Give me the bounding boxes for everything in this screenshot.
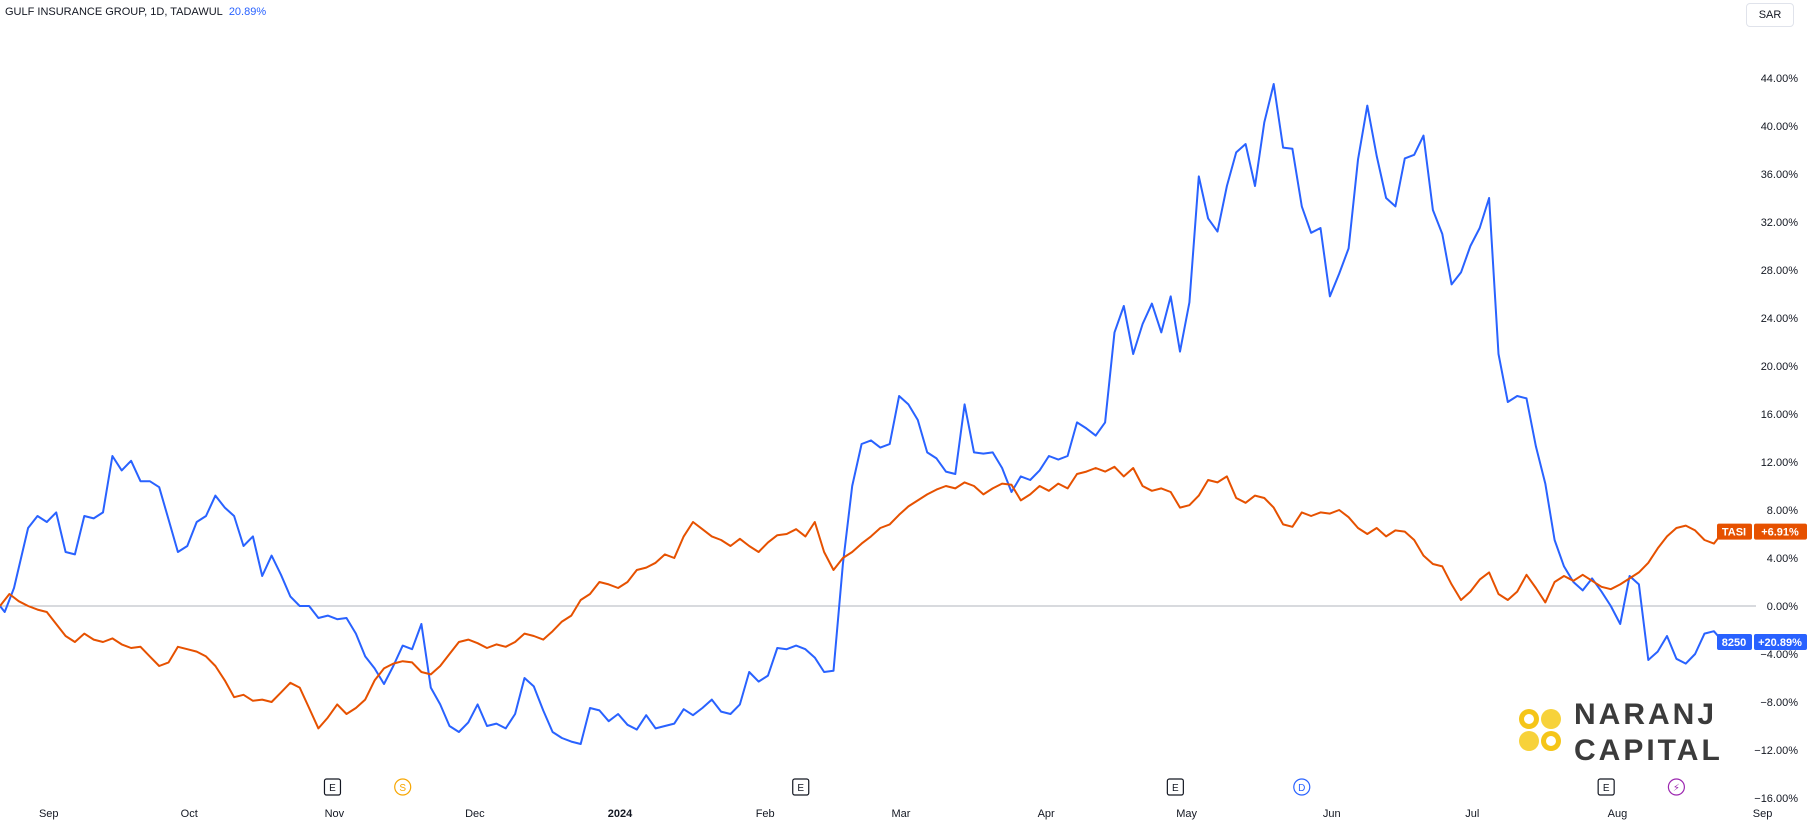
event-label: E <box>329 783 336 794</box>
series-name-label: 8250 <box>1722 637 1746 649</box>
series-name-tag <box>1717 634 1752 650</box>
x-tick-label: Jul <box>1465 808 1479 820</box>
earnings-icon <box>792 778 810 796</box>
event-label: E <box>797 783 804 794</box>
currency-button[interactable]: SAR <box>1746 3 1794 27</box>
event-label: S <box>399 783 406 794</box>
earnings-icon <box>1597 778 1615 796</box>
event-marker-earnings[interactable]: E <box>1597 778 1615 796</box>
x-tick-label: May <box>1176 808 1197 820</box>
x-tick-label: Mar <box>891 808 910 820</box>
y-tick-label: 20.00% <box>1761 361 1799 373</box>
x-axis: Sep Oct Nov Dec 2024 Feb Mar Apr May Jun Jul Aug Sep <box>39 808 1772 820</box>
dividend-icon <box>1293 778 1311 796</box>
naranj-capital-logo: NARANJ CAPITAL <box>1508 688 1748 768</box>
event-label: ⚡ <box>1673 783 1680 794</box>
y-tick-label: 24.00% <box>1761 313 1799 325</box>
x-tick-label: Dec <box>465 808 485 820</box>
x-tick-label: Apr <box>1038 808 1055 820</box>
news-icon <box>1667 778 1685 796</box>
x-tick-label: Jun <box>1323 808 1341 820</box>
event-marker-earnings[interactable]: E <box>1166 778 1184 796</box>
split-icon <box>394 778 412 796</box>
series-name-tag <box>1717 523 1752 540</box>
series-line-8250[interactable] <box>0 83 1724 745</box>
y-tick-label: −8.00% <box>1760 697 1798 709</box>
y-tick-label: 4.00% <box>1767 553 1798 565</box>
logo-line2: CAPITAL <box>1574 734 1723 767</box>
y-tick-label: −16.00% <box>1754 793 1798 805</box>
x-tick-label: Aug <box>1608 808 1628 820</box>
last-value-tag <box>1754 634 1807 650</box>
chart-header: GULF INSURANCE GROUP, 1D, TADAWUL 20.89% <box>5 6 266 18</box>
y-tick-label: 40.00% <box>1761 121 1799 133</box>
y-tick-label: 8.00% <box>1767 505 1798 517</box>
y-tick-label: 44.00% <box>1761 73 1799 85</box>
y-tick-label: −4.00% <box>1760 649 1798 661</box>
event-markers: E S E E D E ⚡ <box>323 778 1685 796</box>
chart-title: GULF INSURANCE GROUP, 1D, TADAWUL <box>5 6 223 18</box>
y-tick-label: −12.00% <box>1754 745 1798 757</box>
y-tick-label: 16.00% <box>1761 409 1799 421</box>
event-marker-news[interactable]: ⚡ <box>1667 778 1685 796</box>
x-tick-label: Sep <box>39 808 59 820</box>
series-line-tasi[interactable] <box>0 465 1724 730</box>
y-axis: −16.00% −12.00% −8.00% −4.00% 0.00% 4.00% 8.00… <box>1754 73 1798 805</box>
series-group <box>0 83 1724 745</box>
last-value-labels: 8250 +20.89% TASI +6.91% <box>1717 523 1807 650</box>
last-value-tag <box>1754 523 1807 540</box>
x-tick-label: 2024 <box>608 808 633 820</box>
y-tick-label: 36.00% <box>1761 169 1799 181</box>
last-value-label: +20.89% <box>1758 637 1802 649</box>
event-label: E <box>1603 783 1610 794</box>
change-percent: 20.89% <box>228 6 267 18</box>
series-name-label: TASI <box>1722 527 1746 539</box>
x-tick-label: Sep <box>1753 808 1773 820</box>
x-tick-label: Oct <box>181 808 198 820</box>
event-marker-split[interactable]: S <box>394 778 412 796</box>
y-tick-label: 0.00% <box>1767 601 1798 613</box>
earnings-icon <box>323 778 342 796</box>
y-tick-label: 28.00% <box>1761 265 1799 277</box>
event-label: D <box>1298 783 1305 794</box>
earnings-icon <box>1166 778 1184 796</box>
x-tick-label: Feb <box>756 808 775 820</box>
logo-line1: NARANJ <box>1574 698 1717 731</box>
event-marker-earnings[interactable]: E <box>323 778 342 796</box>
event-marker-earnings[interactable]: E <box>792 778 810 796</box>
last-value-label: +6.91% <box>1761 527 1799 539</box>
logo-mark-icon: NARANJ CAPITAL <box>1519 698 1723 767</box>
event-marker-dividend[interactable]: D <box>1293 778 1311 796</box>
event-label: E <box>1172 783 1179 794</box>
y-tick-label: 32.00% <box>1761 217 1799 229</box>
y-tick-label: 12.00% <box>1761 457 1799 469</box>
x-tick-label: Nov <box>325 808 345 820</box>
